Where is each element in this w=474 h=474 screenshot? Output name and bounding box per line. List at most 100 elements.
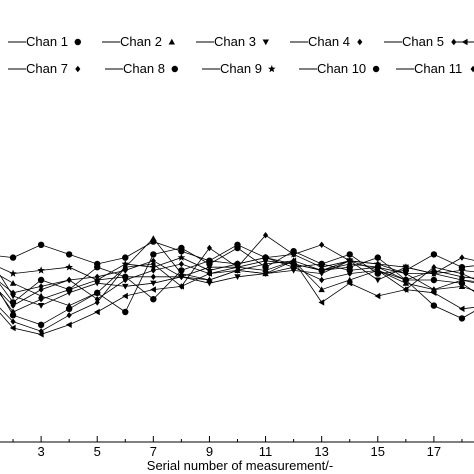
data-point	[178, 273, 184, 280]
data-point	[402, 263, 410, 271]
data-point	[94, 308, 100, 316]
data-point	[459, 273, 465, 280]
data-point	[150, 296, 157, 303]
x-tick-label: 13	[314, 444, 328, 459]
legend-item: Chan 1	[8, 34, 82, 49]
data-point	[177, 253, 186, 261]
legend-item: Chan 11	[396, 61, 474, 76]
data-point	[94, 289, 101, 296]
data-point	[122, 267, 128, 274]
data-point	[150, 257, 156, 264]
x-axis: 3 5 7 9 11 13 15 17	[0, 436, 474, 459]
data-point	[9, 312, 17, 319]
legend-label: Chan 5	[402, 34, 444, 49]
x-tick-label: 3	[37, 444, 44, 459]
data-point	[65, 286, 73, 293]
legend-marker	[461, 38, 468, 46]
x-tick-label: 5	[94, 444, 101, 459]
data-point	[458, 305, 465, 312]
data-point	[458, 315, 466, 322]
data-point	[37, 266, 45, 274]
data-point	[291, 260, 297, 268]
data-point	[319, 267, 325, 274]
x-tick-label: 9	[206, 444, 213, 459]
data-point	[9, 269, 17, 277]
data-point	[9, 324, 16, 332]
legend-item: Chan 10	[299, 61, 380, 76]
data-point	[94, 273, 100, 280]
legend-label: Chan 1	[26, 34, 68, 49]
data-point	[206, 264, 213, 271]
data-point	[121, 260, 130, 268]
data-point	[233, 260, 242, 268]
data-point	[262, 264, 269, 271]
series-markers	[9, 232, 466, 338]
data-point	[94, 296, 100, 303]
legend-marker	[262, 39, 269, 46]
legend-item: Chan 5	[384, 34, 457, 49]
data-point	[374, 254, 381, 261]
data-point	[319, 276, 325, 284]
data-point	[65, 305, 73, 312]
data-point	[66, 276, 72, 284]
data-point	[122, 254, 129, 261]
data-point	[458, 280, 466, 287]
data-point	[290, 267, 297, 274]
legend-item: Chan 9	[202, 61, 276, 76]
data-point	[346, 280, 353, 287]
data-point	[375, 267, 381, 274]
legend-marker	[357, 38, 363, 46]
data-point	[178, 267, 185, 274]
data-point	[10, 318, 16, 325]
data-point	[459, 254, 465, 261]
data-point	[122, 273, 129, 280]
data-point	[65, 321, 72, 328]
x-axis-title: Serial number of measurement/-	[147, 458, 333, 473]
data-point	[430, 251, 438, 258]
x-tick-label: 11	[259, 444, 273, 459]
data-point	[178, 260, 184, 268]
data-point	[37, 321, 45, 328]
data-point	[346, 264, 353, 271]
legend-marker	[171, 65, 178, 73]
legend-marker	[470, 65, 474, 73]
data-point	[374, 277, 381, 284]
legend-item: Chan 8	[105, 61, 178, 76]
data-point	[431, 286, 437, 293]
legend-label: Chan 10	[317, 61, 366, 76]
legend-item: Chan 2	[102, 34, 175, 49]
data-point	[403, 270, 409, 277]
data-point	[150, 235, 157, 241]
data-point	[150, 273, 156, 280]
data-point	[122, 283, 129, 290]
data-point	[347, 257, 353, 264]
data-point	[94, 299, 100, 306]
legend-label: Chan 8	[123, 61, 165, 76]
data-point	[317, 263, 326, 271]
data-point	[178, 244, 185, 252]
data-point	[403, 276, 409, 284]
data-point	[37, 292, 45, 299]
data-point	[458, 266, 466, 274]
data-point	[289, 250, 298, 258]
data-point	[318, 286, 325, 293]
data-point	[319, 241, 325, 248]
data-point	[178, 283, 184, 290]
data-point	[37, 276, 45, 284]
legend-label: Chan 9	[220, 61, 262, 76]
data-point	[430, 302, 438, 309]
data-point	[262, 270, 269, 277]
data-point	[234, 241, 241, 248]
data-point	[150, 286, 156, 293]
data-point	[149, 263, 158, 271]
data-point	[37, 241, 45, 248]
data-point	[318, 299, 325, 306]
legend-item: Chan 3	[196, 34, 269, 49]
data-point	[373, 260, 382, 268]
data-point	[38, 296, 44, 303]
data-point	[431, 267, 437, 274]
legend-item: Chan 4	[290, 34, 363, 49]
x-tick-label: 15	[371, 444, 385, 459]
legend-label: Chan 11	[414, 61, 462, 76]
